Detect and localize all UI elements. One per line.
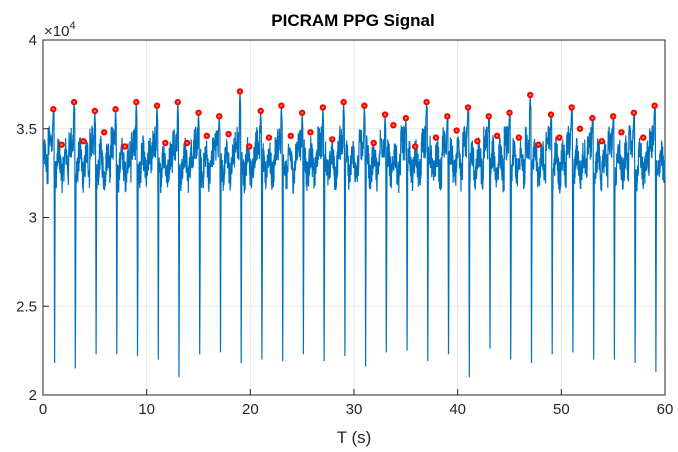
peak-marker-center [372,141,375,145]
peak-marker-center [259,109,262,113]
peak-marker-center [164,141,167,145]
peak-marker-center [185,141,189,145]
peak-marker-center [529,93,532,97]
peak-marker-center [384,113,387,116]
peak-marker-center [60,143,63,146]
peak-marker-center [289,134,292,137]
y-tick-label: 2 [29,387,37,404]
peak-marker-center [331,138,334,141]
peak-marker-center [466,106,470,109]
peak-marker-center [123,145,126,148]
peak-marker-center [600,140,603,143]
peak-marker-center [392,124,395,127]
peak-marker-center [591,117,594,120]
peak-marker-center [487,115,490,118]
peak-marker-center [612,115,615,118]
ticks: 0 10 20 30 40 50 60 2 2.5 3 3.5 4 [16,32,673,418]
peak-marker-center [476,140,479,143]
peak-marker-center [114,108,117,111]
y-exponent-power: 4 [69,20,75,32]
peak-marker-center [238,90,242,93]
y-tick-label: 3.5 [16,121,37,138]
peak-marker-center [301,111,304,114]
y-tick-label: 2.5 [16,298,37,315]
peak-marker-center [135,101,138,104]
y-exponent-base: ×10 [44,23,69,40]
peak-marker-center [197,111,200,114]
peak-marker-center [495,134,499,137]
y-tick-label: 4 [29,32,37,49]
peak-marker-center [267,136,271,139]
peak-marker-center [73,101,76,104]
peak-marker-center [620,131,623,134]
peak-marker-center [558,136,561,139]
peak-marker-center [578,127,582,130]
x-tick-label: 40 [449,401,466,418]
peak-marker-center [82,140,85,143]
signal-layer [42,91,666,378]
peak-marker-center [537,143,540,146]
x-tick-label: 60 [657,401,674,418]
peak-marker-center [570,106,573,109]
peak-marker-center [342,101,345,104]
x-tick-label: 10 [138,401,155,418]
ppg-signal-line [42,91,666,378]
peak-marker-center [455,129,458,132]
marker-layer [50,88,658,150]
peak-marker-center [176,101,179,104]
peak-marker-center [632,111,636,114]
peak-marker-center [248,145,251,148]
peak-marker-center [280,104,283,107]
peak-marker-center [227,132,230,136]
y-tick-label: 3 [29,210,37,227]
peak-marker-center [414,145,417,148]
grid [43,40,665,395]
peak-marker-center [642,136,645,139]
peak-marker-center [52,108,55,111]
x-tick-label: 0 [39,401,47,418]
peak-marker-center [218,115,221,118]
peak-marker-center [321,106,324,109]
y-exponent-label: ×104 [44,20,76,40]
x-axis-label: T (s) [337,428,372,447]
peak-marker-center [309,131,312,134]
peak-marker-center [404,117,407,120]
peak-marker-center [93,109,96,113]
x-tick-label: 50 [553,401,570,418]
x-tick-label: 20 [242,401,259,418]
peak-marker-center [425,101,428,104]
peak-marker-center [363,104,366,107]
peak-marker-center [446,115,449,118]
chart-title: PICRAM PPG Signal [271,11,434,30]
x-tick-label: 30 [346,401,363,418]
peak-marker-center [155,104,159,107]
peak-marker-center [653,104,656,107]
peak-marker-center [434,136,437,139]
peak-marker-center [508,111,511,114]
peak-marker-center [549,113,553,116]
peak-marker-center [103,131,106,134]
peak-marker-center [205,134,208,137]
peak-marker-center [517,136,520,139]
